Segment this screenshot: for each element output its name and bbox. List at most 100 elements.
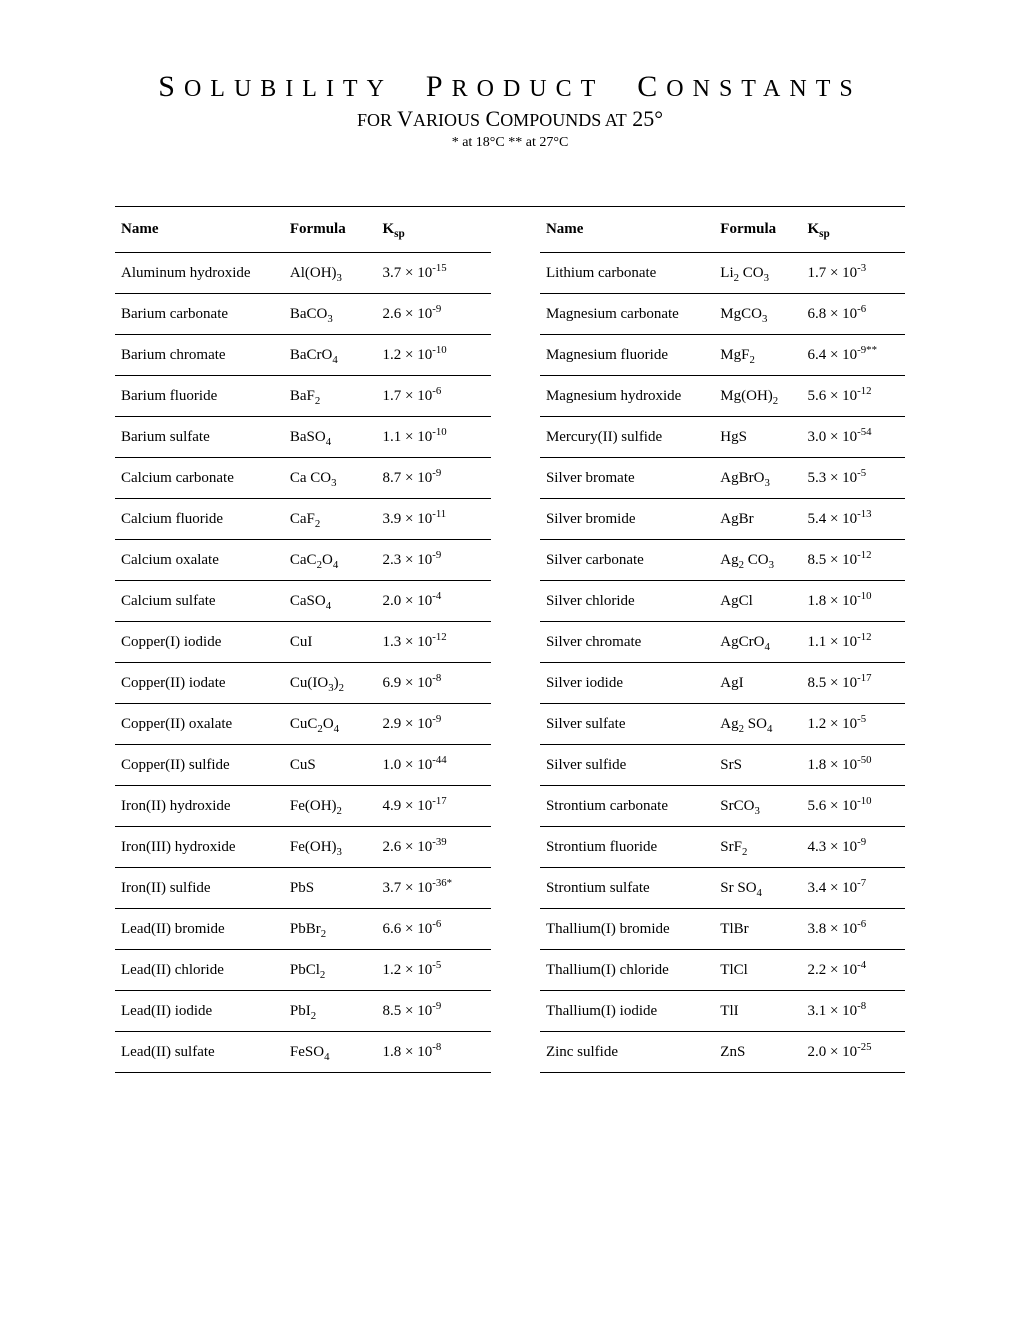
cell-name-left: Lead(II) chloride bbox=[115, 950, 284, 991]
cell-gap bbox=[491, 663, 540, 704]
cell-gap bbox=[491, 827, 540, 868]
cell-gap bbox=[491, 376, 540, 417]
cell-ksp-right: 4.3 × 10-9 bbox=[801, 827, 905, 868]
cell-name-right: Strontium carbonate bbox=[540, 786, 714, 827]
th-name-left: Name bbox=[115, 207, 284, 253]
table-row: Calcium carbonateCa CO38.7 × 10-9 Silver … bbox=[115, 458, 905, 499]
cell-ksp-left: 1.2 × 10-10 bbox=[377, 335, 491, 376]
cell-name-left: Barium fluoride bbox=[115, 376, 284, 417]
cell-name-right: Silver chromate bbox=[540, 622, 714, 663]
cell-name-left: Aluminum hydroxide bbox=[115, 253, 284, 294]
cell-formula-right: TlBr bbox=[714, 909, 801, 950]
table-row: Calcium fluorideCaF23.9 × 10-11Silver br… bbox=[115, 499, 905, 540]
cell-ksp-left: 4.9 × 10-17 bbox=[377, 786, 491, 827]
cell-name-left: Barium sulfate bbox=[115, 417, 284, 458]
table-row: Barium fluorideBaF21.7 × 10-6Magnesium h… bbox=[115, 376, 905, 417]
cell-name-left: Copper(II) sulfide bbox=[115, 745, 284, 786]
cell-name-right: Silver bromate bbox=[540, 458, 714, 499]
cell-ksp-left: 1.0 × 10-44 bbox=[377, 745, 491, 786]
cell-name-right: Thallium(I) bromide bbox=[540, 909, 714, 950]
cell-gap bbox=[491, 745, 540, 786]
cell-ksp-right: 3.8 × 10-6 bbox=[801, 909, 905, 950]
th-name-right: Name bbox=[540, 207, 714, 253]
cell-formula-right: HgS bbox=[714, 417, 801, 458]
cell-ksp-right: 1.1 × 10-12 bbox=[801, 622, 905, 663]
table-row: Barium carbonateBaCO32.6 × 10-9Magnesium… bbox=[115, 294, 905, 335]
cell-formula-left: PbS bbox=[284, 868, 377, 909]
cell-formula-left: Ca CO3 bbox=[284, 458, 377, 499]
table-row: Calcium oxalateCaC2O42.3 × 10-9Silver ca… bbox=[115, 540, 905, 581]
cell-name-left: Calcium carbonate bbox=[115, 458, 284, 499]
title-block: SOLUBILITY PRODUCT CONSTANTS FOR VARIOUS… bbox=[115, 70, 905, 151]
cell-gap bbox=[491, 704, 540, 745]
cell-ksp-right: 5.6 × 10-12 bbox=[801, 376, 905, 417]
table-body: Aluminum hydroxideAl(OH)33.7 × 10-15Lith… bbox=[115, 253, 905, 1073]
cell-formula-right: AgCrO4 bbox=[714, 622, 801, 663]
table-row: Barium sulfateBaSO41.1 × 10-10Mercury(II… bbox=[115, 417, 905, 458]
cell-name-right: Silver iodide bbox=[540, 663, 714, 704]
table-row: Copper(I) iodideCuI1.3 × 10-12Silver chr… bbox=[115, 622, 905, 663]
cell-gap bbox=[491, 622, 540, 663]
th-gap bbox=[491, 207, 540, 253]
table-header-row: Name Formula Ksp Name Formula Ksp bbox=[115, 207, 905, 253]
cell-ksp-right: 8.5 × 10-12 bbox=[801, 540, 905, 581]
cell-formula-left: FeSO4 bbox=[284, 1032, 377, 1073]
cell-name-right: Silver chloride bbox=[540, 581, 714, 622]
cell-ksp-right: 3.4 × 10-7 bbox=[801, 868, 905, 909]
cell-name-left: Barium carbonate bbox=[115, 294, 284, 335]
cell-ksp-left: 1.2 × 10-5 bbox=[377, 950, 491, 991]
cell-formula-left: Cu(IO3)2 bbox=[284, 663, 377, 704]
cell-ksp-right: 1.7 × 10-3 bbox=[801, 253, 905, 294]
cell-ksp-right: 5.3 × 10-5 bbox=[801, 458, 905, 499]
page-footnote: * at 18°C ** at 27°C bbox=[115, 135, 905, 151]
cell-ksp-left: 2.3 × 10-9 bbox=[377, 540, 491, 581]
cell-name-right: Thallium(I) iodide bbox=[540, 991, 714, 1032]
cell-ksp-right: 6.4 × 10-9** bbox=[801, 335, 905, 376]
cell-name-right: Magnesium fluoride bbox=[540, 335, 714, 376]
cell-formula-right: Sr SO4 bbox=[714, 868, 801, 909]
cell-name-left: Copper(II) oxalate bbox=[115, 704, 284, 745]
cell-name-left: Barium chromate bbox=[115, 335, 284, 376]
cell-name-right: Thallium(I) chloride bbox=[540, 950, 714, 991]
cell-formula-right: AgBrO3 bbox=[714, 458, 801, 499]
cell-gap bbox=[491, 253, 540, 294]
cell-formula-left: BaCrO4 bbox=[284, 335, 377, 376]
table-row: Lead(II) sulfateFeSO41.8 × 10-8Zinc sulf… bbox=[115, 1032, 905, 1073]
cell-formula-left: BaCO3 bbox=[284, 294, 377, 335]
cell-formula-right: Ag2 CO3 bbox=[714, 540, 801, 581]
cell-gap bbox=[491, 417, 540, 458]
cell-name-right: Silver carbonate bbox=[540, 540, 714, 581]
th-ksp-right: Ksp bbox=[801, 207, 905, 253]
cell-ksp-left: 2.0 × 10-4 bbox=[377, 581, 491, 622]
cell-formula-right: TlI bbox=[714, 991, 801, 1032]
cell-gap bbox=[491, 950, 540, 991]
cell-name-right: Strontium fluoride bbox=[540, 827, 714, 868]
cell-ksp-right: 6.8 × 10-6 bbox=[801, 294, 905, 335]
cell-formula-left: Al(OH)3 bbox=[284, 253, 377, 294]
th-formula-right: Formula bbox=[714, 207, 801, 253]
cell-formula-right: MgF2 bbox=[714, 335, 801, 376]
cell-formula-left: BaSO4 bbox=[284, 417, 377, 458]
cell-ksp-right: 3.0 × 10-54 bbox=[801, 417, 905, 458]
cell-ksp-right: 1.8 × 10-50 bbox=[801, 745, 905, 786]
cell-ksp-left: 3.7 × 10-15 bbox=[377, 253, 491, 294]
table-row: Aluminum hydroxideAl(OH)33.7 × 10-15Lith… bbox=[115, 253, 905, 294]
solubility-table: Name Formula Ksp Name Formula Ksp Alumin… bbox=[115, 206, 905, 1073]
cell-ksp-left: 6.6 × 10-6 bbox=[377, 909, 491, 950]
cell-name-left: Lead(II) bromide bbox=[115, 909, 284, 950]
cell-formula-left: PbBr2 bbox=[284, 909, 377, 950]
cell-gap bbox=[491, 294, 540, 335]
cell-ksp-right: 8.5 × 10-17 bbox=[801, 663, 905, 704]
table-row: Lead(II) bromidePbBr26.6 × 10-6 Thallium(… bbox=[115, 909, 905, 950]
cell-formula-left: PbCl2 bbox=[284, 950, 377, 991]
th-formula-left: Formula bbox=[284, 207, 377, 253]
cell-formula-right: Ag2 SO4 bbox=[714, 704, 801, 745]
cell-formula-right: SrF2 bbox=[714, 827, 801, 868]
cell-ksp-left: 2.9 × 10-9 bbox=[377, 704, 491, 745]
cell-formula-left: CuS bbox=[284, 745, 377, 786]
cell-name-right: Silver sulfate bbox=[540, 704, 714, 745]
table-row: Lead(II) chloridePbCl21.2 × 10-5 Thallium… bbox=[115, 950, 905, 991]
cell-ksp-left: 8.7 × 10-9 bbox=[377, 458, 491, 499]
cell-name-right: Magnesium carbonate bbox=[540, 294, 714, 335]
cell-ksp-right: 5.4 × 10-13 bbox=[801, 499, 905, 540]
